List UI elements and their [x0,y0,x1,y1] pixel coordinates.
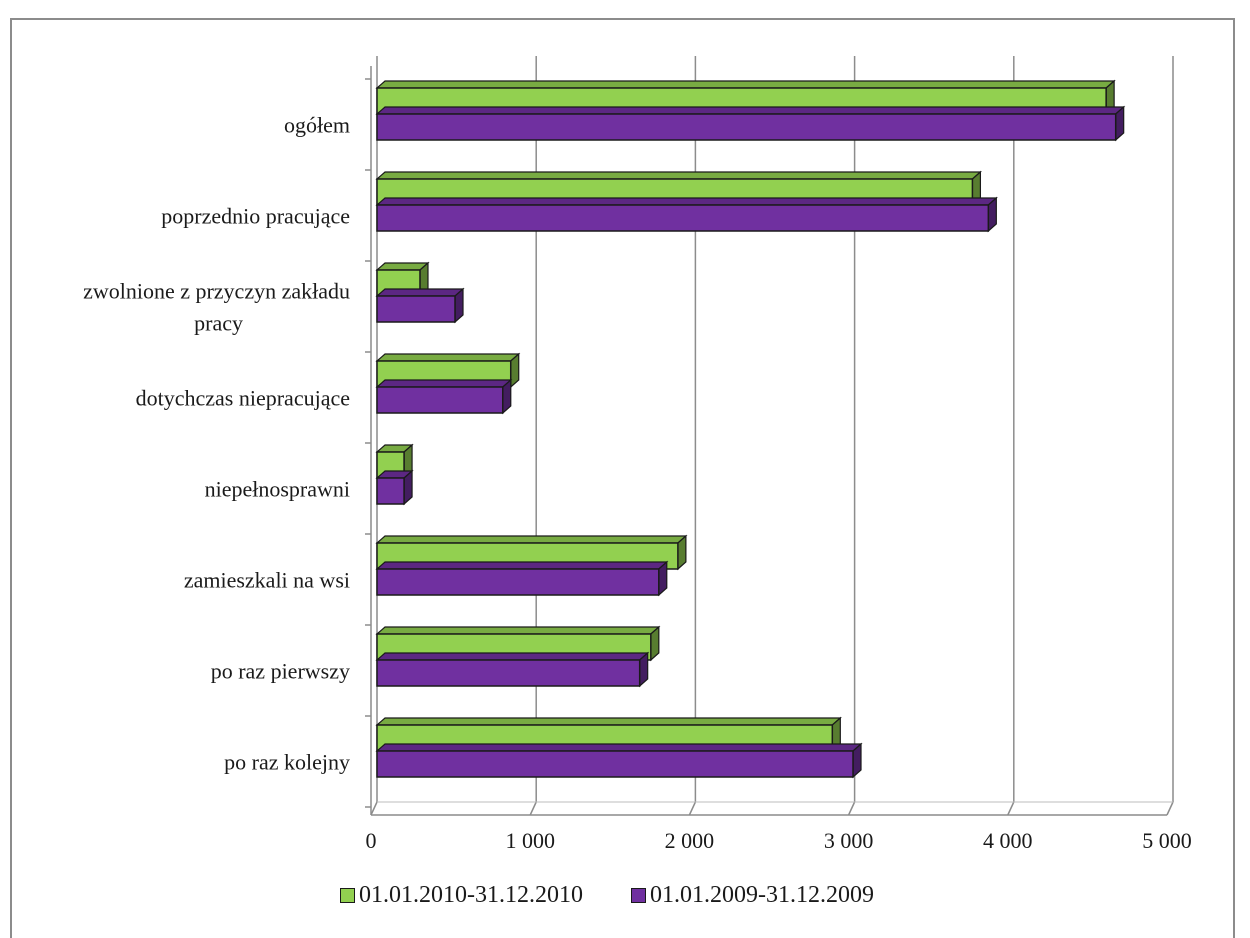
bar-2-5 [375,560,669,597]
category-label-4: niepełnosprawni [205,477,350,502]
bar-top-face [375,561,669,570]
bar-top-face [375,626,661,635]
legend-item-series-1: 01.01.2010-31.12.2010 [340,882,583,909]
bar-2-0 [375,105,1126,142]
legend-label-series-2: 01.01.2009-31.12.2009 [650,882,874,908]
category-label-5: zamieszkali na wsi [184,568,350,593]
category-label-0: ogółem [284,113,350,138]
bar-front-face [376,204,990,232]
bar-front-face [376,750,854,778]
bar-2-4 [375,469,414,506]
bar-top-face [375,743,863,752]
grid-layer [370,56,1174,816]
bar-top-face [375,535,688,544]
floor-tick-3 [847,801,856,816]
x-tick-label-5: 5 000 [1142,828,1192,853]
bar-layer [375,79,1126,779]
bar-front-face [376,295,456,323]
category-label-line-7-0: po raz kolejny [224,750,350,775]
category-label-line-2-0: zwolnione z przyczyn zakładu [83,279,350,304]
bar-top-face [375,171,983,180]
bar-front-face [376,477,405,505]
category-label-line-5-0: zamieszkali na wsi [184,568,350,593]
x-tick-label-3: 3 000 [824,828,874,853]
category-label-1: poprzednio pracujące [161,204,350,229]
floor-tick-2 [688,801,697,816]
category-label-line-1-0: poprzednio pracujące [161,204,350,229]
bar-2-7 [375,742,863,779]
category-label-6: po raz pierwszy [211,659,350,684]
chart-border [10,18,1235,938]
axis-layer [365,56,1173,816]
floor-tick-0 [370,801,378,816]
floor-tick-4 [1007,801,1015,816]
legend-item-series-2: 01.01.2009-31.12.2009 [631,882,874,909]
category-label-line-4-0: niepełnosprawni [205,477,350,502]
x-tick-label-2: 2 000 [665,828,715,853]
bar-top-face [375,717,842,726]
legend-swatch-series-1 [340,888,355,903]
x-tick-label-0: 0 [366,828,377,853]
category-label-line-2-1: pracy [194,311,243,336]
bar-front-face [376,386,504,414]
bar-front-face [376,568,660,596]
bar-top-face [375,288,465,297]
category-label-2: zwolnione z przyczyn zakładu pracy [83,279,350,336]
bar-2-6 [375,651,650,688]
floor-tick-5 [1166,801,1174,816]
bar-top-face [375,80,1116,89]
bar-front-face [376,113,1117,141]
category-label-7: po raz kolejny [224,750,350,775]
category-label-line-3-0: dotychczas niepracujące [136,386,350,411]
legend: 01.01.2010-31.12.2010 01.01.2009-31.12.2… [340,882,922,909]
bar-front-face [376,659,641,687]
bar-top-face [375,106,1126,115]
floor-tick-1 [529,801,537,816]
x-tick-label-1: 1 000 [505,828,555,853]
category-label-3: dotychczas niepracujące [136,386,350,411]
bar-2-3 [375,378,513,415]
bar-top-face [375,197,998,206]
bar-top-face [375,379,513,388]
category-label-line-6-0: po raz pierwszy [211,659,350,684]
bar-2-1 [375,196,998,233]
x-tick-label-4: 4 000 [983,828,1033,853]
bar-2-2 [375,287,465,324]
legend-label-series-1: 01.01.2010-31.12.2010 [359,882,583,908]
legend-swatch-series-2 [631,888,646,903]
bar-top-face [375,652,650,661]
label-layer: 0 1 000 2 000 3 000 4 000 5 000 ogółem poprzedn… [83,113,1192,854]
bar-top-face [375,353,521,362]
category-label-line-0-0: ogółem [284,113,350,138]
